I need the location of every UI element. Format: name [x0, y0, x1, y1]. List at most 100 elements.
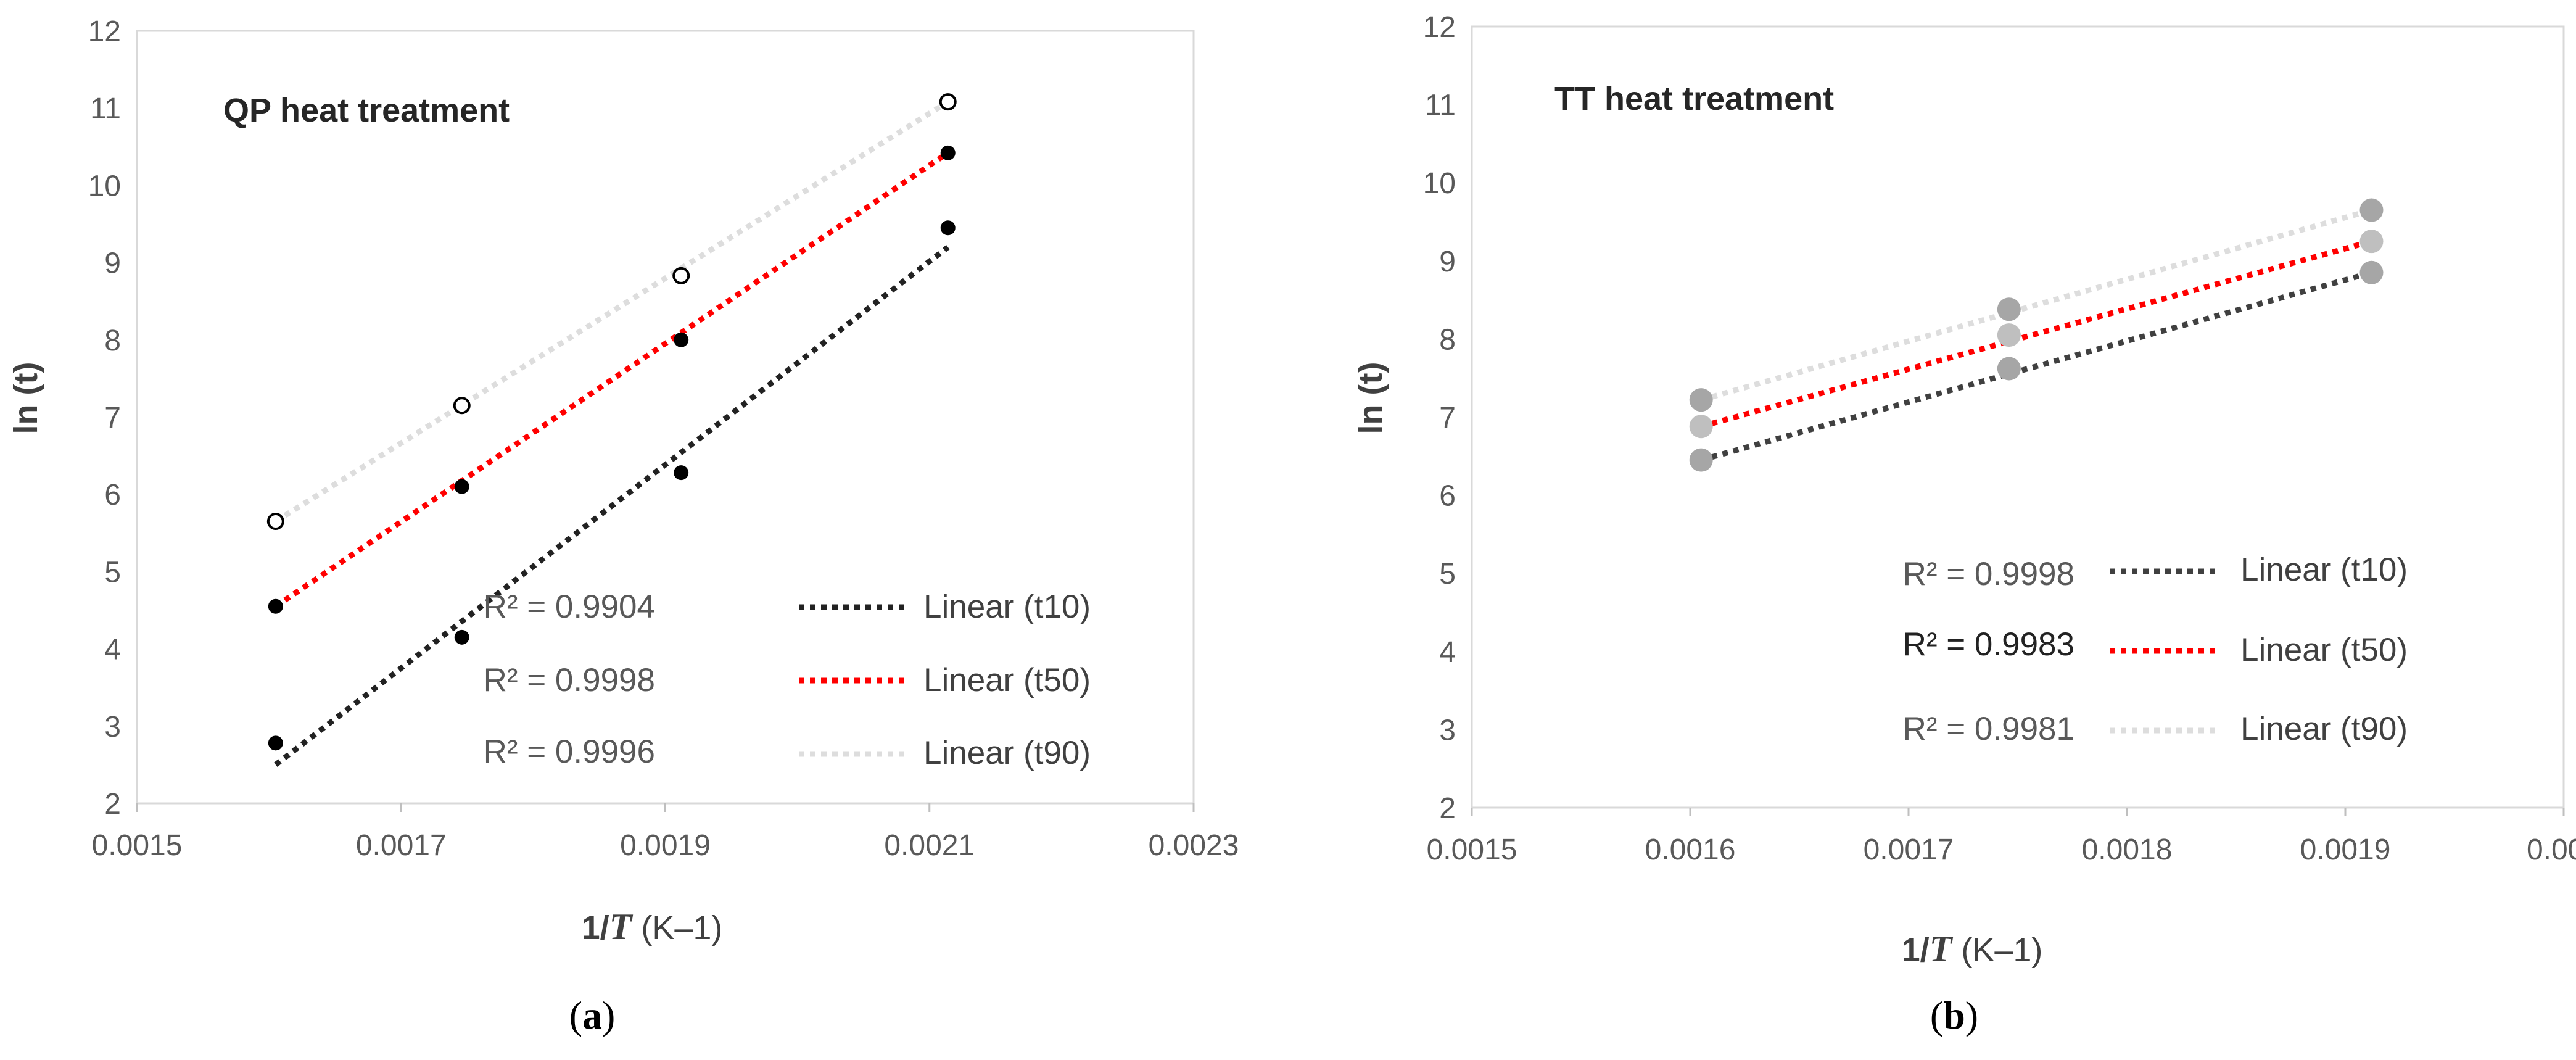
x-axis-label: 1/T (K–1)	[1902, 929, 2043, 969]
y-tick-label: 6	[1439, 480, 1456, 513]
data-point-t50	[2359, 230, 2384, 254]
y-tick-label: 5	[104, 556, 121, 589]
y-axis-ticks: 2 3 4 5 6 7 8 9 10 11 12	[88, 15, 121, 821]
data-point-t10	[1689, 448, 1713, 472]
panel-caption: (a)	[569, 993, 616, 1037]
x-axis-label-unit: (K–1)	[632, 909, 722, 946]
legend-label-t10: Linear (t10)	[923, 589, 1091, 625]
data-point-t50	[674, 332, 689, 347]
x-tick-label: 0.0016	[1645, 834, 1736, 866]
x-tick-label: 0.0015	[92, 829, 183, 862]
legend-label-t90: Linear (t90)	[923, 735, 1091, 771]
y-axis-ticks: 2 3 4 5 6 7 8 9 10 11 12	[1423, 11, 1456, 825]
data-point-t90	[939, 93, 957, 111]
data-point-t90	[2359, 198, 2384, 222]
data-point-t50	[1689, 415, 1713, 439]
data-point-t10	[454, 629, 469, 645]
x-tick-label: 0.0023	[1149, 829, 1239, 862]
y-tick-label: 7	[104, 402, 121, 434]
x-tick-label: 0.0017	[1864, 834, 1954, 866]
legend-label-t50: Linear (t50)	[923, 662, 1091, 698]
legend-label-t10: Linear (t10)	[2240, 552, 2408, 588]
x-tick-label: 0.0019	[620, 829, 711, 862]
data-points	[1689, 198, 2384, 472]
x-axis-label: 1/T (K–1)	[582, 906, 723, 947]
y-axis-label: ln (t)	[1352, 362, 1389, 434]
data-point-t90	[672, 267, 690, 284]
trendlines	[1700, 207, 2372, 463]
x-tick-label: 0.0017	[356, 829, 447, 862]
data-point-t90	[266, 513, 284, 531]
data-point-t90	[453, 397, 471, 415]
legend: R² = 0.9998 Linear (t10) R² = 0.9983 Lin…	[1903, 552, 2408, 747]
x-tick-label: 0.0021	[884, 829, 975, 862]
y-tick-label: 3	[1439, 714, 1456, 747]
y-tick-label: 9	[1439, 246, 1456, 278]
chart-title: TT heat treatment	[1554, 80, 1834, 117]
y-tick-label: 9	[104, 247, 121, 280]
x-axis-ticks: 0.0015 0.0016 0.0017 0.0018 0.0019 0.002	[1427, 808, 2576, 866]
x-tick-label: 0.0015	[1427, 834, 1517, 866]
data-point-t10	[2359, 260, 2384, 284]
y-tick-label: 8	[104, 325, 121, 357]
x-axis-label-unit: (K–1)	[1952, 932, 2042, 969]
x-axis-ticks: 0.0015 0.0017 0.0019 0.0021 0.0023	[92, 803, 1239, 862]
y-tick-label: 11	[90, 93, 121, 125]
y-tick-label: 6	[104, 479, 121, 511]
legend-r2-t90: R² = 0.9981	[1903, 711, 2074, 747]
data-point-t50	[454, 479, 469, 494]
x-axis-label-prefix: 1/	[1902, 932, 1930, 969]
y-tick-label: 7	[1439, 402, 1456, 434]
data-point-t50	[940, 145, 956, 160]
y-tick-label: 3	[104, 711, 121, 743]
y-tick-label: 10	[88, 170, 121, 202]
legend-label-t50: Linear (t50)	[2240, 632, 2408, 668]
y-tick-label: 8	[1439, 323, 1456, 356]
data-point-t50	[268, 598, 283, 614]
data-point-t90	[1997, 297, 2021, 321]
y-tick-label: 4	[1439, 636, 1456, 669]
x-tick-label: 0.002	[2527, 834, 2576, 866]
trendline-t90	[274, 99, 950, 524]
data-point-t10	[268, 735, 283, 751]
legend-label-t90: Linear (t90)	[2240, 711, 2408, 747]
x-tick-label: 0.0018	[2082, 834, 2173, 866]
legend-r2-t50: R² = 0.9998	[484, 662, 655, 698]
y-tick-label: 2	[104, 788, 121, 821]
data-point-t90	[1689, 388, 1713, 412]
x-axis-label-prefix: 1/	[582, 909, 609, 946]
y-tick-label: 2	[1439, 792, 1456, 825]
trendline-t50	[274, 151, 950, 609]
y-tick-label: 12	[1423, 11, 1456, 44]
panel-caption-letter: b	[1943, 993, 1965, 1037]
data-points	[266, 93, 957, 751]
legend: R² = 0.9904 Linear (t10) R² = 0.9998 Lin…	[484, 589, 1091, 771]
trendline-t50	[1700, 238, 2372, 429]
trendlines	[274, 99, 950, 767]
data-point-t10	[674, 465, 689, 481]
y-tick-label: 5	[1439, 558, 1456, 590]
y-tick-label: 11	[1425, 89, 1456, 122]
legend-r2-t10: R² = 0.9998	[1903, 556, 2074, 592]
trendline-t90	[1700, 207, 2372, 403]
legend-r2-t90: R² = 0.9996	[484, 734, 655, 770]
legend-r2-t50: R² = 0.9983	[1903, 626, 2074, 663]
data-point-t10	[940, 220, 956, 236]
panel-caption: (b)	[1930, 993, 1978, 1037]
x-axis-label-var: T	[1930, 929, 1954, 969]
x-tick-label: 0.0019	[2300, 834, 2391, 866]
panel-caption-letter: a	[582, 993, 602, 1037]
chart-title: QP heat treatment	[223, 92, 510, 129]
y-tick-label: 10	[1423, 167, 1456, 200]
plot-area	[1471, 25, 2565, 809]
y-tick-label: 12	[88, 15, 121, 48]
y-axis-label: ln (t)	[7, 362, 44, 434]
data-point-t50	[1997, 323, 2021, 347]
data-point-t10	[1997, 357, 2021, 381]
trendline-t10	[1700, 270, 2372, 463]
trendline-t10	[274, 244, 950, 767]
y-tick-label: 4	[104, 634, 121, 666]
